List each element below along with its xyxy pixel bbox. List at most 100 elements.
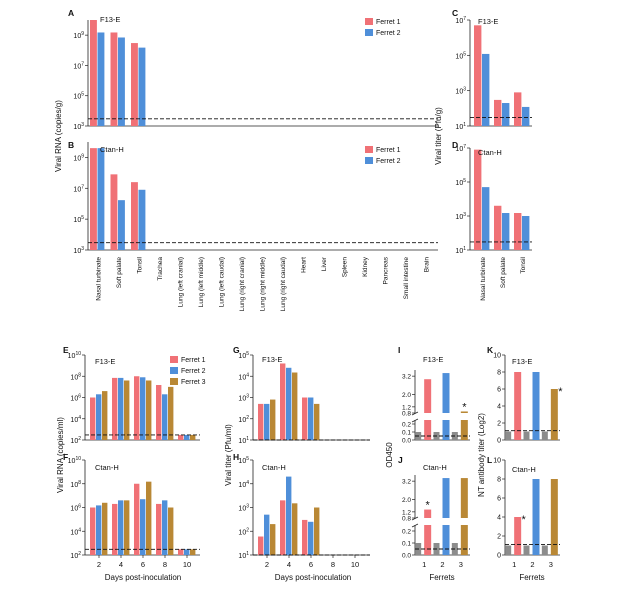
panel-A-subtitle: F13-E xyxy=(100,15,120,24)
panel-F-bar xyxy=(190,549,196,555)
panel-E-tick-label: 1010 xyxy=(68,351,82,360)
panel-F-bar xyxy=(140,499,146,555)
panel-D-tick-label: 105 xyxy=(455,178,466,187)
panel-J-break xyxy=(411,523,419,528)
panel-G-tick-label: 105 xyxy=(238,351,249,360)
panel-K-control-bar xyxy=(541,431,548,440)
panel-A-bar xyxy=(118,37,125,127)
panel-F-bar xyxy=(134,483,140,555)
panel-F-bar xyxy=(96,505,102,555)
panel-F-tick-label: 1010 xyxy=(68,456,82,465)
panel-G-bar xyxy=(270,399,276,440)
panel-IJ-ylabel: OD450 xyxy=(385,442,394,468)
panel-B-bar xyxy=(131,182,138,250)
panel-K-tick-label: 2 xyxy=(497,421,501,428)
panel-letter-J: J xyxy=(398,455,403,465)
panel-letter-G: G xyxy=(233,345,240,355)
panel-H-subtitle: Ctan-H xyxy=(262,463,286,472)
panel-CD-ylabel: Viral titer (Pfu/g) xyxy=(434,107,443,165)
panel-letter-C: C xyxy=(452,8,458,18)
panel-E-legend-label-2: Ferret 2 xyxy=(181,368,206,375)
panel-B-legend-swatch-2 xyxy=(365,157,373,164)
panel-C-tick-label: 103 xyxy=(455,87,466,96)
panel-K-tick-label: 6 xyxy=(497,387,501,394)
category-label: Lung (left caudal) xyxy=(219,257,226,307)
panel-KL-ylabel: NT antibody titer (Log2) xyxy=(477,413,486,497)
panel-E-legend-swatch-2 xyxy=(170,367,178,374)
panel-I-break xyxy=(411,418,419,423)
panel-F-bar xyxy=(184,549,190,555)
panel-B-legend-label-1: Ferret 1 xyxy=(376,147,401,154)
panel-C-bar xyxy=(494,99,502,126)
panel-E-bar xyxy=(156,385,162,440)
panel-C-tick-label: 105 xyxy=(455,51,466,60)
panel-H-xtick-label: 6 xyxy=(309,560,313,569)
panel-F-tick-label: 102 xyxy=(70,551,81,560)
panel-letter-E: E xyxy=(63,345,69,355)
panel-A-legend-swatch-1 xyxy=(365,18,373,25)
panel-K-significance-star: * xyxy=(558,386,563,398)
panel-I-subtitle: F13-E xyxy=(423,355,443,364)
panel-E-tick-label: 108 xyxy=(70,372,81,381)
panel-A-bar xyxy=(138,47,146,127)
panel-EF-ylabel: Viral RNA (copies/ml) xyxy=(56,417,65,493)
panel-C-subtitle: F13-E xyxy=(478,17,498,26)
panel-letter-K: K xyxy=(487,345,494,355)
panel-L-control-bar xyxy=(541,545,548,555)
panel-G-bar xyxy=(286,367,292,440)
category-label: Liver xyxy=(321,256,328,271)
panel-G-tick-label: 101 xyxy=(238,436,249,445)
panel-F-xtick-label: 10 xyxy=(183,560,191,569)
panel-letter-I: I xyxy=(398,345,400,355)
panel-I-bar-upper xyxy=(424,379,432,413)
panel-E-bar xyxy=(118,377,124,440)
panel-B-bar xyxy=(90,148,97,250)
panel-L-xtick-label: 3 xyxy=(549,560,553,569)
panel-I-tick-label: 1.2 xyxy=(402,404,411,411)
panel-I-bar-upper xyxy=(460,411,468,413)
category-label: Lung (left cranial) xyxy=(178,257,185,307)
panel-G-bar xyxy=(280,363,286,440)
panel-E-subtitle: F13-E xyxy=(95,357,115,366)
panel-letter-D: D xyxy=(452,140,458,150)
panel-G-bar xyxy=(258,403,264,440)
panel-A-legend-label-1: Ferret 1 xyxy=(376,19,401,26)
category-label: Lung (right middle) xyxy=(260,257,267,311)
panel-A-bar xyxy=(97,32,105,126)
panel-H-bar xyxy=(308,521,314,555)
panel-L-subtitle: Ctan-H xyxy=(512,465,536,474)
panel-I-tick-label: 0.0 xyxy=(402,438,411,445)
panel-F-bar xyxy=(112,503,118,555)
panel-E-bar xyxy=(112,377,118,440)
panel-G-tick-label: 104 xyxy=(238,372,249,381)
panel-H-tick-label: 102 xyxy=(238,527,249,536)
panel-J-xtick-label: 1 xyxy=(422,560,426,569)
panel-A-legend-swatch-2 xyxy=(365,29,373,36)
panel-F-bar xyxy=(168,507,174,555)
panel-letter-H: H xyxy=(233,452,239,462)
panel-K-bar xyxy=(514,372,522,440)
category-label: Pancreas xyxy=(383,256,390,284)
panel-E-legend-swatch-3 xyxy=(170,378,178,385)
panel-I-bar-upper xyxy=(442,373,450,413)
panel-letter-L: L xyxy=(487,455,492,465)
panel-L-control-bar xyxy=(505,545,512,555)
panel-E-bar xyxy=(96,394,102,440)
panel-F-xtick-label: 8 xyxy=(163,560,167,569)
panel-L-tick-label: 10 xyxy=(493,458,501,465)
panel-L-bar xyxy=(514,517,522,555)
panel-I-tick-label: 0.8 xyxy=(402,411,411,418)
panel-C-bar xyxy=(482,53,490,126)
panel-G-subtitle: F13-E xyxy=(262,355,282,364)
panel-H-bar xyxy=(302,519,308,555)
panel-I-break xyxy=(411,411,419,416)
panel-I-tick-label: 0.1 xyxy=(402,430,411,437)
panel-A-bar xyxy=(90,20,97,126)
panel-E-bar xyxy=(140,377,146,440)
panel-L-tick-label: 0 xyxy=(497,553,501,560)
panel-J-tick-label: 0.1 xyxy=(402,541,411,548)
panel-D-bar xyxy=(494,205,502,250)
panel-D-bar xyxy=(522,216,530,250)
category-label-cd: Tonsil xyxy=(520,256,527,273)
